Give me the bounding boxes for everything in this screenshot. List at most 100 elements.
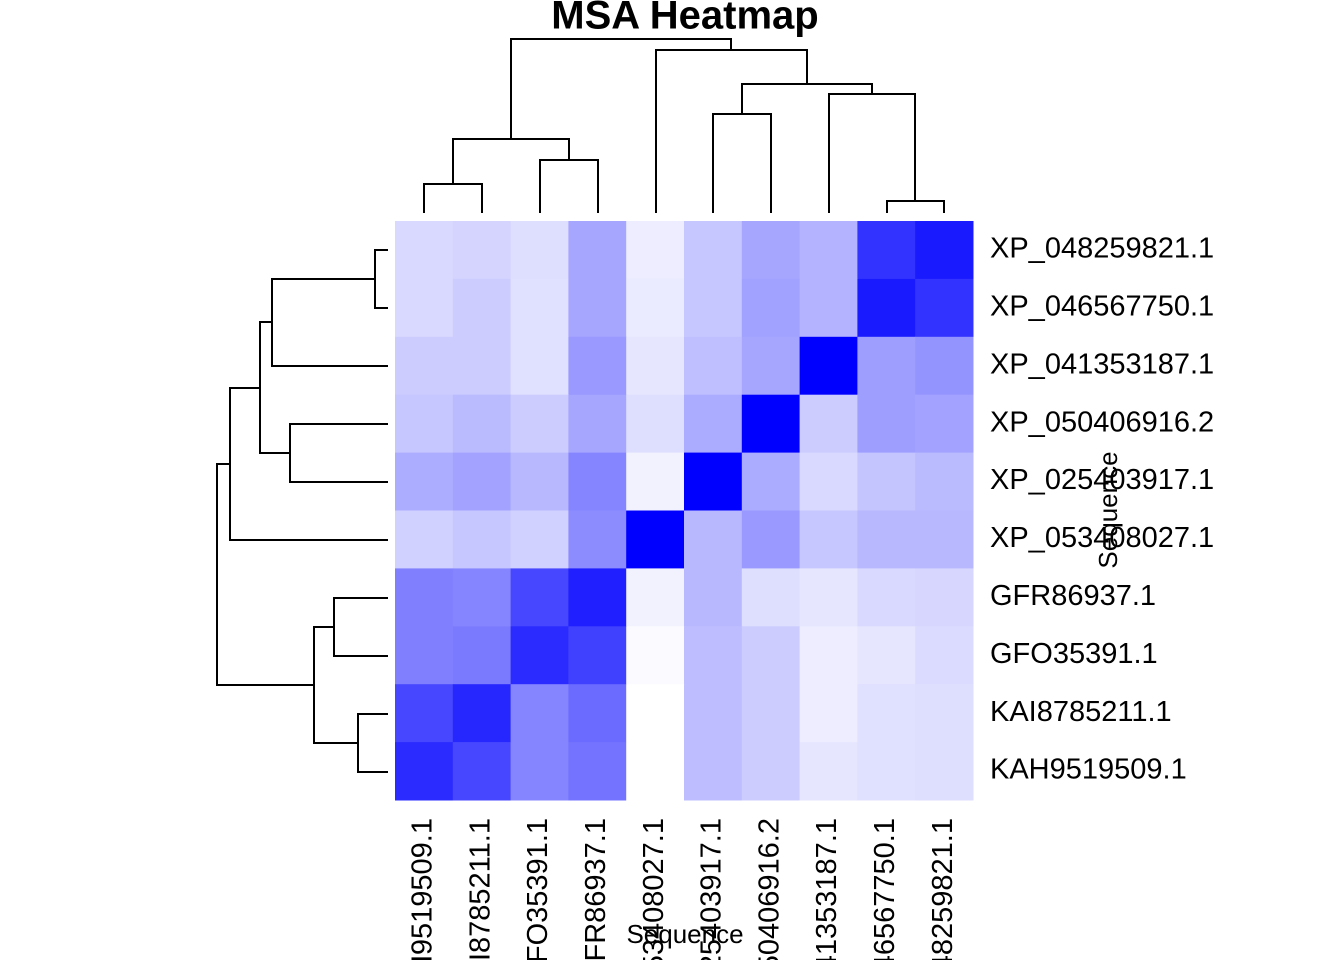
row-label: GFO35391.1 [990, 638, 1158, 670]
column-label: KAH9519509.1 [407, 818, 439, 960]
column-label: XP_025403917.1 [696, 818, 728, 960]
heatmap-cell [626, 684, 685, 743]
heatmap-cell [568, 684, 627, 743]
row-dendrogram [216, 249, 388, 773]
heatmap-cell [741, 742, 801, 801]
heatmap-cell [626, 394, 685, 454]
heatmap-cell [684, 278, 743, 338]
heatmap-cell [741, 568, 801, 627]
heatmap-cell [857, 510, 916, 569]
heatmap-cell [510, 684, 569, 743]
heatmap-cell [568, 221, 627, 280]
heatmap-cell [857, 452, 916, 511]
heatmap-cell [568, 510, 627, 569]
heatmap-cell [857, 742, 916, 801]
heatmap-cell [626, 626, 685, 685]
heatmap-cell [799, 394, 858, 454]
row-label: KAI8785211.1 [990, 696, 1172, 728]
heatmap-cell [741, 394, 801, 454]
heatmap-cell [857, 626, 916, 685]
heatmap-cell [510, 568, 569, 627]
row-label: XP_046567750.1 [990, 291, 1214, 323]
heatmap-cell [452, 568, 512, 627]
y-axis-label: Sequence [1093, 451, 1123, 568]
column-label: XP_053408027.1 [638, 818, 670, 960]
heatmap-cell [626, 336, 685, 396]
heatmap-cell [915, 510, 974, 569]
heatmap-cell [684, 684, 743, 743]
heatmap-cell [799, 626, 858, 685]
heatmap-cell [510, 394, 569, 454]
column-label: KAI8785211.1 [464, 818, 496, 960]
column-dendrogram [423, 38, 945, 213]
row-label: GFR86937.1 [990, 580, 1156, 612]
heatmap-cell [568, 568, 627, 627]
heatmap-cell [799, 336, 858, 396]
heatmap-cell [395, 626, 454, 685]
heatmap-cell [395, 278, 454, 338]
heatmap-cell [741, 510, 801, 569]
heatmap-cell [626, 510, 685, 569]
heatmap-cell [510, 221, 569, 280]
heatmap-cell [395, 394, 454, 454]
heatmap-cell [799, 684, 858, 743]
heatmap-cell [857, 336, 916, 396]
heatmap-cell [684, 510, 743, 569]
heatmap-cell [915, 684, 974, 743]
heatmap-cell [915, 626, 974, 685]
heatmap-cell [568, 278, 627, 338]
heatmap-cell [626, 568, 685, 627]
heatmap-cell [915, 221, 974, 280]
heatmap-cell [799, 568, 858, 627]
heatmap-cell [626, 221, 685, 280]
heatmap-cell [568, 626, 627, 685]
heatmap-cell [684, 221, 743, 280]
heatmap-cell [510, 278, 569, 338]
heatmap-cell [684, 394, 743, 454]
heatmap-cell [395, 684, 454, 743]
heatmap-cell [568, 742, 627, 801]
row-label: XP_048259821.1 [990, 233, 1214, 265]
heatmap-cell [741, 278, 801, 338]
heatmap-cell [857, 394, 916, 454]
heatmap-cell [741, 684, 801, 743]
heatmap-cell [626, 278, 685, 338]
heatmap-cell [395, 742, 454, 801]
heatmap-cell [395, 568, 454, 627]
heatmap-cell [684, 336, 743, 396]
heatmap-cell [741, 452, 801, 511]
heatmap-cell [799, 278, 858, 338]
heatmap-cell [510, 626, 569, 685]
row-label: XP_041353187.1 [990, 348, 1214, 380]
heatmap-cell [684, 568, 743, 627]
heatmap-cell [395, 510, 454, 569]
heatmap-cell [799, 221, 858, 280]
heatmap-cell [799, 742, 858, 801]
heatmap-cell [915, 394, 974, 454]
heatmap-cell [684, 626, 743, 685]
heatmap-cell [452, 742, 512, 801]
column-label: XP_041353187.1 [811, 818, 843, 960]
heatmap-cell [857, 568, 916, 627]
heatmap-cell [452, 394, 512, 454]
row-label: XP_050406916.2 [990, 406, 1214, 438]
heatmap-cell [568, 336, 627, 396]
heatmap-cell [741, 626, 801, 685]
heatmap-cell [452, 684, 512, 743]
heatmap-cell [857, 221, 916, 280]
heatmap-cell [395, 336, 454, 396]
heatmap-cell [915, 336, 974, 396]
row-label: KAH9519509.1 [990, 754, 1187, 786]
row-label: XP_053408027.1 [990, 522, 1214, 554]
column-label: XP_050406916.2 [753, 818, 785, 960]
heatmap-cell [857, 684, 916, 743]
heatmap-cell [915, 452, 974, 511]
heatmap-cell [452, 452, 512, 511]
row-label: XP_025403917.1 [990, 464, 1214, 496]
heatmap-cell [510, 742, 569, 801]
heatmap-cell [857, 278, 916, 338]
x-axis-label: Sequence [626, 919, 743, 949]
heatmap-cell [915, 568, 974, 627]
